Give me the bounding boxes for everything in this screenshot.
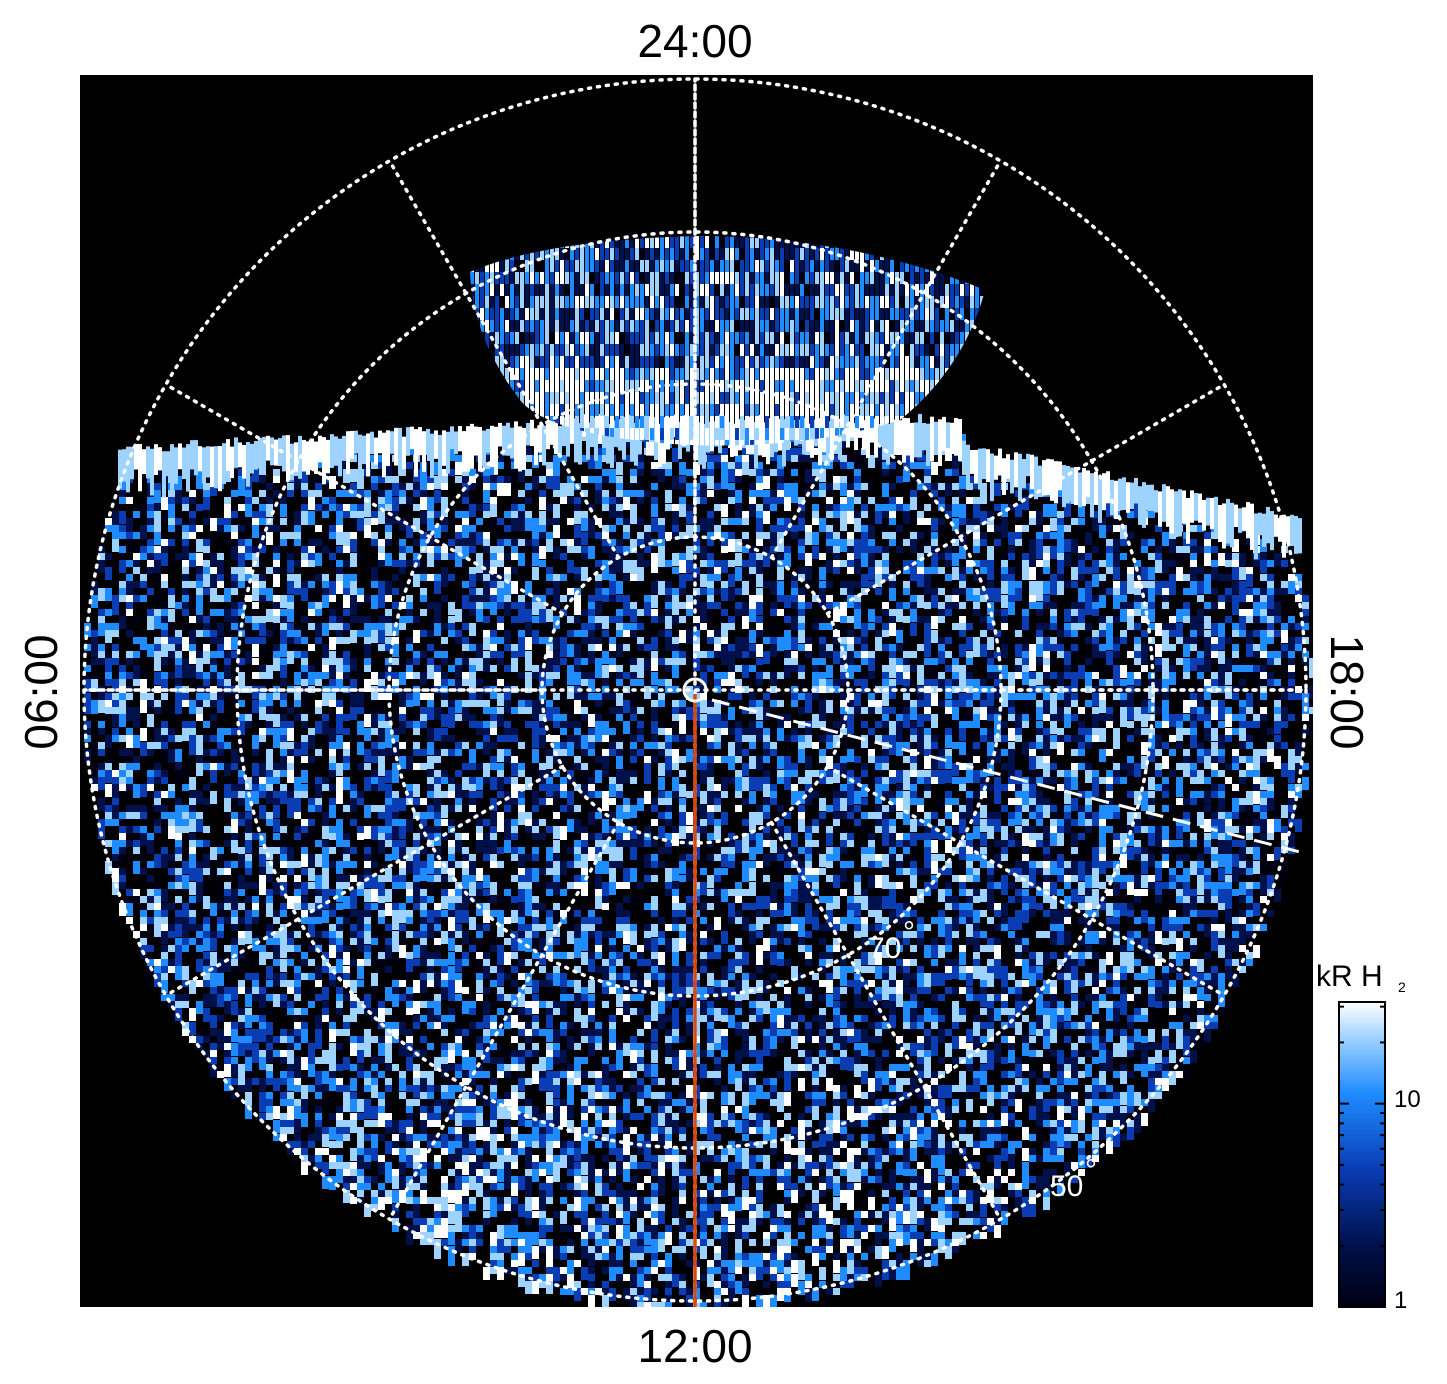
pole-marker xyxy=(682,677,708,703)
local-time-label-top: 24:00 xyxy=(637,15,752,67)
degree-symbol-50: ° xyxy=(1085,1154,1097,1187)
colorbar-tick-label-1: 1 xyxy=(1394,1287,1407,1314)
latitude-label-70: 70 xyxy=(868,932,901,965)
meridian-line xyxy=(825,382,1226,616)
local-time-label-bottom: 12:00 xyxy=(637,1320,752,1372)
meridian-line xyxy=(164,382,565,616)
meridian-line xyxy=(769,159,1003,560)
auroral-oval xyxy=(470,236,984,446)
colorbar-unit-subscript: 2 xyxy=(1398,979,1406,995)
dashed-reference-line xyxy=(711,698,1301,854)
meridian-line xyxy=(164,764,565,998)
local-time-label-right: 18:00 xyxy=(1321,634,1373,749)
colorbar-gradient xyxy=(1338,1001,1386,1308)
colorbar-tick-label-10: 10 xyxy=(1394,1086,1421,1113)
meridian-line xyxy=(825,764,1226,998)
meridian-line xyxy=(387,820,621,1221)
meridian-line xyxy=(387,159,621,560)
colorbar: kR H 2 10 1 xyxy=(1316,960,1421,1314)
latitude-label-50: 50 xyxy=(1050,1170,1083,1203)
colorbar-unit-label: kR H xyxy=(1316,960,1383,993)
colorbar-ticks xyxy=(1339,1005,1385,1308)
degree-symbol-70: ° xyxy=(903,916,915,949)
meridian-line xyxy=(769,820,1003,1221)
emission-image xyxy=(84,236,1313,1307)
local-time-label-left: 06:00 xyxy=(15,634,67,749)
